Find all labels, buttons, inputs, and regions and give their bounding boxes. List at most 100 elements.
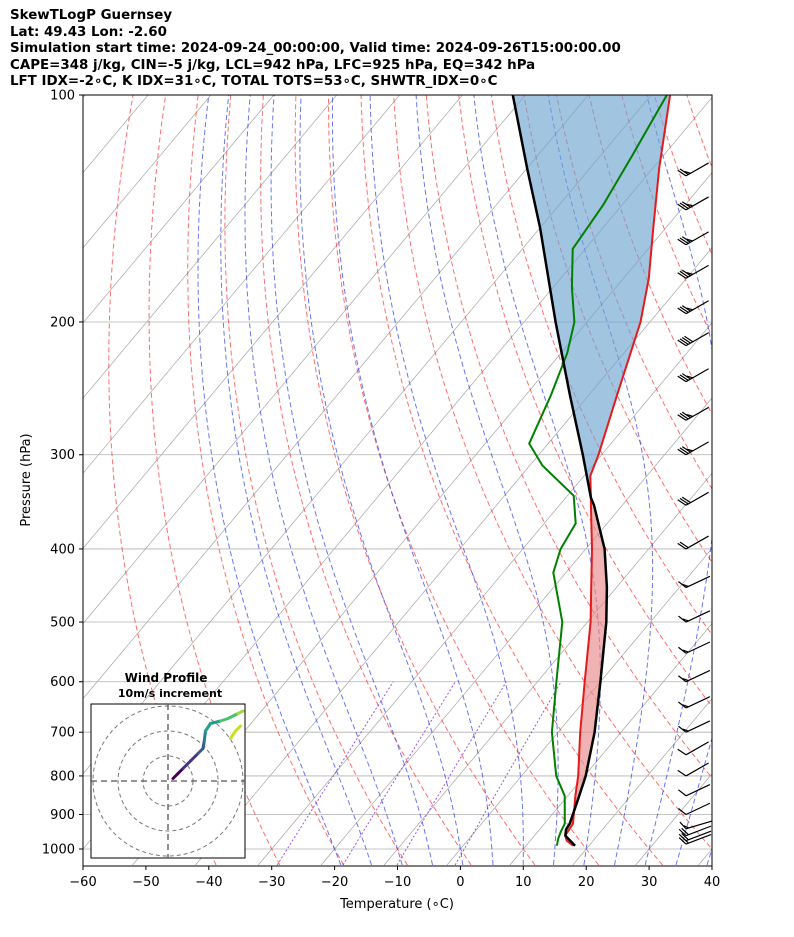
x-axis-title: Temperature (∘C)	[339, 897, 454, 912]
moist-adiabat	[644, 95, 712, 866]
wind-barb	[677, 196, 709, 211]
x-tick-label: −40	[195, 875, 222, 890]
isotherm-line	[572, 698, 712, 866]
x-tick-label: 0	[456, 875, 464, 890]
moist-adiabat	[675, 736, 712, 866]
moist-adiabat	[547, 95, 654, 866]
mixing-ratio-line	[342, 681, 456, 866]
x-tick-label: 30	[641, 875, 658, 890]
moist-adiabat	[331, 95, 494, 866]
moist-adiabat	[299, 95, 464, 866]
wind-barb	[678, 610, 711, 623]
x-tick-label: 20	[578, 875, 595, 890]
wind-barb	[678, 802, 711, 816]
profiles	[511, 95, 672, 847]
hodograph-segment	[236, 709, 245, 715]
dry-adiabat	[260, 95, 472, 866]
wind-barb	[677, 441, 709, 456]
wind-barb	[678, 830, 712, 842]
hodograph-title: Wind Profile	[125, 671, 208, 685]
isotherm-line	[83, 95, 400, 474]
hodograph-segment	[204, 722, 212, 733]
x-tick-label: −20	[321, 875, 348, 890]
y-tick-label: 900	[50, 808, 75, 823]
y-tick-label: 500	[50, 616, 75, 631]
dry-adiabat	[148, 95, 281, 866]
isotherm-line	[446, 547, 712, 866]
x-tick-label: −60	[69, 875, 96, 890]
wind-barb	[678, 696, 711, 709]
moist-adiabat	[220, 95, 372, 866]
wind-barb	[678, 783, 711, 797]
wind-barb	[677, 368, 709, 383]
dry-adiabat	[653, 95, 712, 256]
hodograph-segment	[226, 712, 240, 720]
moist-adiabat	[369, 95, 524, 865]
wind-barb	[679, 820, 713, 830]
wind-barb	[677, 300, 709, 315]
dry-adiabat	[458, 95, 712, 708]
moist-adiabat	[244, 95, 403, 866]
isotherm-line	[509, 623, 712, 866]
wind-barb	[677, 406, 709, 421]
x-tick-label: −50	[132, 875, 159, 890]
dry-adiabat	[294, 95, 536, 866]
mixing-ratio-line	[276, 681, 394, 866]
isotherm-line	[635, 773, 712, 866]
hodograph-segment	[202, 729, 207, 743]
title-station: SkewTLogP Guernsey	[10, 8, 173, 23]
x-tick-label: −30	[258, 875, 285, 890]
chart-header: SkewTLogP Guernsey Lat: 49.43 Lon: -2.60…	[10, 8, 621, 91]
isotherm-line	[762, 95, 794, 865]
mixing-ratio-line	[396, 681, 507, 866]
hodograph-segment	[189, 752, 200, 763]
wind-barb	[677, 535, 709, 550]
wind-barb	[677, 491, 709, 506]
isotherm-line	[83, 95, 589, 700]
dry-adiabat	[523, 95, 712, 564]
moist-adiabat	[270, 95, 433, 866]
dry-adiabat	[752, 95, 794, 865]
y-axis-ticks: 1000 900 800 700 600 500 400 300 200 100	[42, 89, 83, 858]
title-stability-indices: LFT IDX=-2∘C, K IDX=31∘C, TOTAL TOTS=53∘…	[10, 74, 498, 89]
wind-barb	[678, 720, 711, 733]
y-axis-title: Pressure (hPa)	[19, 433, 34, 526]
hodograph-segment	[229, 729, 237, 740]
wind-barb	[677, 264, 709, 279]
dewpoint-line	[528, 95, 668, 846]
wind-barb	[678, 825, 712, 837]
x-tick-label: 40	[704, 875, 721, 890]
wind-barb	[677, 231, 709, 246]
cin-area	[565, 497, 607, 833]
isotherm-line	[83, 95, 212, 249]
cape-cin-fills	[512, 95, 671, 833]
wind-barb	[678, 575, 711, 589]
isotherm-line	[258, 322, 712, 866]
title-times: Simulation start time: 2024-09-24_00:00:…	[10, 41, 621, 56]
y-tick-label: 300	[50, 448, 75, 463]
isotherm-line	[698, 848, 712, 866]
x-tick-label: −10	[384, 875, 411, 890]
dry-adiabat	[187, 95, 345, 866]
dry-adiabat	[393, 95, 712, 850]
moist-adiabat	[197, 95, 342, 866]
x-axis-ticks: −60 −50 −40 −30 −20 −10 0 10 20 30 40	[69, 866, 720, 890]
wind-barb	[677, 762, 709, 777]
isotherm-line	[83, 95, 526, 625]
y-tick-label: 1000	[42, 843, 75, 858]
wind-barb	[677, 162, 709, 177]
isotherm-line	[83, 95, 275, 324]
y-tick-label: 600	[50, 675, 75, 690]
hodograph-segment	[234, 724, 242, 733]
hodograph-segment	[181, 759, 192, 770]
dry-adiabat	[785, 95, 794, 865]
moist-adiabat	[473, 95, 601, 866]
title-cape-indices: CAPE=348 j/kg, CIN=-5 j/kg, LCL=942 hPa,…	[10, 57, 536, 73]
hodograph-inset: Wind Profile 10m/s increment	[90, 671, 246, 859]
wind-barb	[677, 332, 709, 347]
dry-adiabat	[686, 95, 712, 169]
isotherm-line	[83, 95, 463, 549]
y-tick-label: 400	[50, 542, 75, 557]
dry-adiabat	[719, 95, 794, 865]
